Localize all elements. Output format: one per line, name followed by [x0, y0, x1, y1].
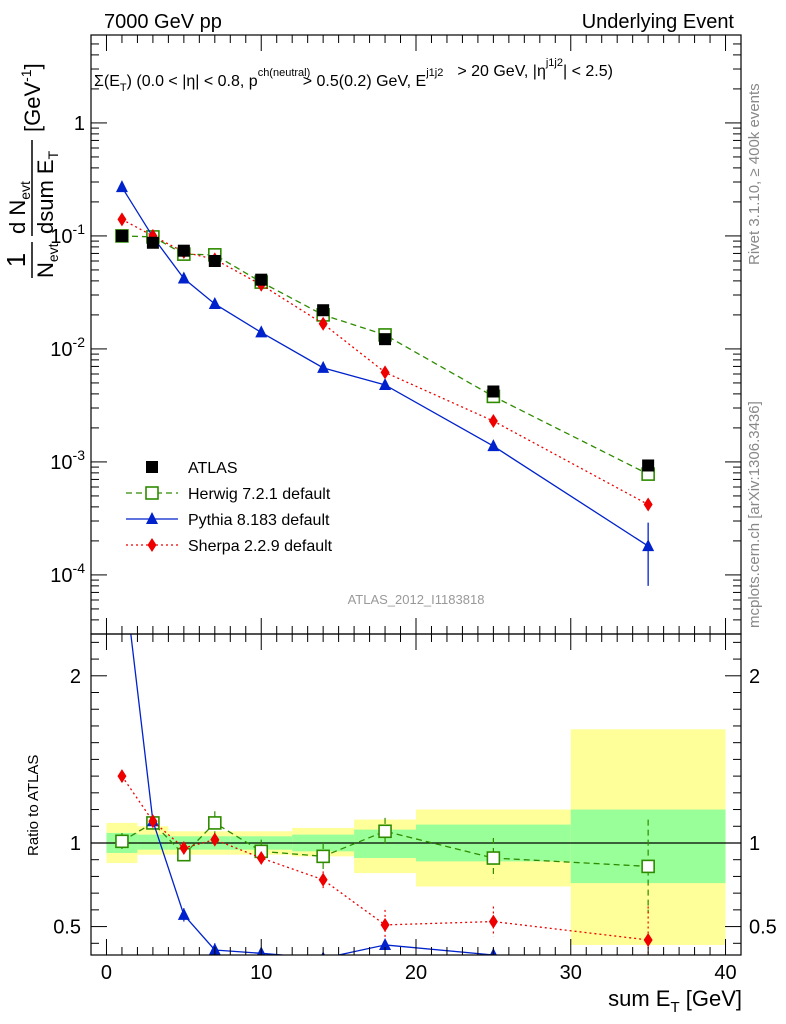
- herwig-ratio-point-8: [641, 859, 655, 874]
- ylabel-dn: d Nevt: [5, 181, 33, 234]
- pythia-point-5: [317, 360, 330, 373]
- sherpa-ratio-point-3: [210, 832, 220, 847]
- x-axis-label: sum ET [GeV]: [608, 986, 742, 1016]
- sherpa-point-8: [643, 497, 653, 512]
- atlas-point-7: [487, 385, 500, 398]
- main-ytick-label-3: 10-3: [50, 447, 85, 474]
- sherpa-point-7: [488, 414, 498, 429]
- mcplots-reference-label: mcplots.cern.ch [arXiv:1306.3436]: [746, 401, 763, 628]
- herwig-ratio-line: [121, 822, 649, 868]
- legend-marker-sherpa: [147, 538, 157, 552]
- main-plot-area: [115, 180, 655, 586]
- sherpa-point-6: [380, 365, 390, 380]
- x-tick-label-3: 30: [560, 962, 582, 984]
- legend-label-pythia: Pythia 8.183 default: [188, 512, 330, 529]
- legend-label-herwig: Herwig 7.2.1 default: [188, 486, 331, 503]
- x-tick-label-1: 10: [250, 962, 272, 984]
- herwig-ratio-point-0: [115, 834, 129, 849]
- header-left-label: 7000 GeV pp: [104, 11, 222, 33]
- atlas-point-4: [255, 273, 268, 286]
- legend-label-sherpa: Sherpa 2.2.9 default: [188, 538, 333, 555]
- atlas-point-2: [177, 244, 190, 257]
- sherpa-ratio-point-0: [117, 769, 127, 784]
- atlas-point-0: [115, 229, 128, 242]
- pythia-point-6: [379, 377, 392, 390]
- ylabel-one: 1: [1, 253, 31, 267]
- pythia-ratio-point-0: [116, 552, 128, 564]
- x-tick-label-4: 40: [714, 962, 736, 984]
- herwig-ratio-point-5: [316, 849, 330, 864]
- sherpa-ratio-point-8: [643, 932, 653, 947]
- plot-annotation: Σ(ET) (0.0 < |η| < 0.8, pch(neutral) > 0…: [94, 57, 613, 94]
- legend: ATLAS Herwig 7.2.1 default Pythia 8.183 de…: [126, 460, 333, 555]
- atlas-point-6: [379, 333, 392, 346]
- herwig-ratio-point-6: [378, 824, 392, 839]
- ratio-ytick-label-1: 1: [70, 833, 81, 855]
- pythia-ratio-point-6: [379, 937, 392, 950]
- analysis-watermark: ATLAS_2012_I1183818: [348, 592, 485, 607]
- x-tick-label-2: 20: [405, 962, 427, 984]
- herwig-ratio-point-3: [208, 816, 222, 830]
- sherpa-ratio-point-1: [148, 814, 158, 829]
- ylabel-unit: [GeV-1]: [18, 63, 45, 132]
- sherpa-ratio-point-2: [179, 841, 189, 855]
- sherpa-ratio-point-7: [488, 914, 498, 929]
- main-plot: 1 10-1 10-2 10-3 10-4: [50, 34, 742, 635]
- pythia-point-4: [255, 325, 268, 338]
- sherpa-point-5: [318, 316, 328, 331]
- herwig-ratio-point-7: [486, 851, 501, 865]
- rivet-version-label: Rivet 3.1.10, ≥ 400k events: [746, 83, 763, 265]
- ratio-ytick-label-right-2: 2: [749, 666, 760, 688]
- atlas-point-1: [146, 236, 159, 249]
- header-right-label: Underlying Event: [582, 11, 735, 33]
- sherpa-ratio-point-6: [380, 917, 390, 932]
- main-ytick-label-1: 10-1: [50, 221, 85, 248]
- x-tick-label-0: 0: [101, 962, 112, 984]
- pythia-ratio-point-2: [177, 907, 190, 920]
- main-ytick-label-2: 10-2: [50, 334, 85, 361]
- ratio-plot: 0 10 20 30 40 0.5 0.5 1 1 2 2: [53, 552, 777, 984]
- herwig-line: [121, 235, 649, 475]
- legend-marker-atlas: [146, 461, 158, 473]
- ratio-ytick-label-2: 2: [70, 666, 81, 688]
- pythia-point-7: [487, 439, 500, 452]
- main-ytick-label-0: 1: [74, 113, 85, 135]
- band-inner-1: [137, 834, 169, 850]
- atlas-point-8: [642, 459, 655, 472]
- ylabel-dsum: dsum ET: [33, 150, 61, 234]
- legend-marker-pythia: [146, 512, 158, 524]
- atlas-point-3: [208, 254, 221, 267]
- ratio-ytick-label-right-0: 0.5: [749, 917, 777, 939]
- pythia-ratio-point-8: [642, 971, 654, 983]
- legend-marker-herwig: [145, 486, 159, 500]
- main-ytick-label-4: 10-4: [50, 560, 85, 587]
- legend-label-atlas: ATLAS: [188, 460, 238, 477]
- sherpa-ratio-point-5: [318, 872, 328, 887]
- ratio-ytick-label-right-1: 1: [749, 833, 760, 855]
- sherpa-point-0: [117, 212, 127, 227]
- ratio-y-axis-label: Ratio to ATLAS: [25, 755, 42, 856]
- ylabel-nevt: Nevt: [33, 243, 61, 278]
- pythia-point-3: [208, 296, 221, 309]
- ratio-ytick-label-0: 0.5: [53, 917, 81, 939]
- sherpa-ratio-point-4: [256, 851, 266, 866]
- sherpa-line: [121, 218, 649, 506]
- pythia-point-2: [177, 271, 190, 284]
- atlas-point-5: [317, 304, 330, 317]
- pythia-point-0: [115, 180, 128, 193]
